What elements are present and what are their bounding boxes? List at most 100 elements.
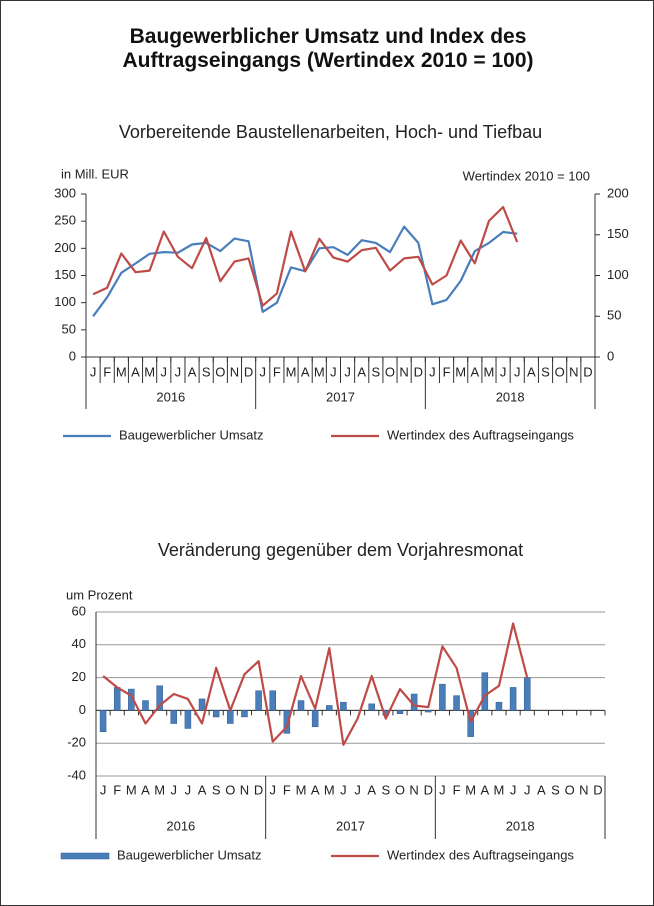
bar — [297, 700, 305, 711]
x-tick-label: M — [494, 782, 505, 797]
x-tick-label: D — [424, 782, 433, 797]
bar — [241, 710, 248, 718]
x-tick-label: O — [215, 364, 225, 379]
bar — [453, 695, 460, 711]
x-tick-label: N — [399, 364, 408, 379]
bar — [283, 710, 291, 734]
bar — [467, 710, 474, 737]
x-tick-label: D — [583, 364, 592, 379]
bar — [481, 672, 489, 711]
x-tick-label: J — [175, 364, 182, 379]
x-tick-label: J — [340, 782, 347, 797]
legend-swatch — [60, 852, 110, 860]
x-tick-label: F — [453, 782, 461, 797]
x-tick-label: M — [286, 364, 297, 379]
bar — [99, 710, 107, 732]
x-tick-label: F — [283, 782, 291, 797]
x-tick-label: A — [470, 364, 479, 379]
y-axis-label: um Prozent — [66, 587, 133, 602]
y2-tick-label: 100 — [607, 267, 629, 282]
x-tick-label: J — [524, 782, 531, 797]
y-tick-label: 150 — [54, 267, 76, 282]
page-title: Baugewerblicher Umsatz und Index des Auf… — [122, 25, 534, 72]
x-tick-label: J — [429, 364, 436, 379]
y2-tick-label: 150 — [607, 226, 629, 241]
x-tick-label: J — [161, 364, 168, 379]
legend-label: Baugewerblicher Umsatz — [117, 847, 262, 862]
bar — [142, 700, 149, 711]
x-tick-label: J — [185, 782, 192, 797]
x-tick-label: J — [354, 782, 361, 797]
x-group-label: 2018 — [506, 818, 535, 833]
bar — [340, 701, 347, 711]
bar — [212, 710, 220, 718]
x-tick-label: J — [330, 364, 337, 379]
x-tick-label: M — [296, 782, 307, 797]
bar — [495, 701, 503, 711]
x-group-label: 2018 — [496, 389, 525, 404]
legend-label: Wertindex des Auftragseingangs — [387, 427, 574, 442]
x-tick-label: M — [455, 364, 466, 379]
x-tick-label: A — [188, 364, 197, 379]
y2-tick-label: 0 — [607, 348, 614, 363]
x-tick-label: F — [443, 364, 451, 379]
x-tick-label: M — [116, 364, 127, 379]
x-tick-label: A — [198, 782, 207, 797]
bar — [170, 710, 178, 724]
y-tick-label: -40 — [67, 767, 86, 782]
x-group-label: 2017 — [326, 389, 355, 404]
x-tick-label: J — [171, 782, 178, 797]
x-tick-label: A — [537, 782, 546, 797]
x-tick-label: N — [569, 364, 578, 379]
y2-tick-label: 50 — [607, 308, 621, 323]
x-tick-label: S — [202, 364, 211, 379]
bar — [425, 710, 432, 713]
y-tick-label: 100 — [54, 294, 76, 309]
line — [102, 622, 529, 746]
x-tick-label: D — [244, 364, 253, 379]
y-tick-label: 200 — [54, 240, 76, 255]
x-tick-label: J — [500, 364, 507, 379]
y-tick-label: 250 — [54, 213, 76, 228]
y-tick-label: 60 — [72, 603, 86, 618]
bar — [113, 687, 121, 711]
legend-label: Baugewerblicher Umsatz — [119, 427, 264, 442]
x-tick-label: J — [100, 782, 107, 797]
x-tick-label: M — [324, 782, 335, 797]
x-tick-label: M — [144, 364, 155, 379]
bar — [326, 705, 333, 711]
x-tick-label: S — [551, 782, 560, 797]
x-tick-label: A — [527, 364, 536, 379]
x-tick-label: N — [409, 782, 418, 797]
x-tick-label: J — [344, 364, 351, 379]
y-axis-label: in Mill. EUR — [61, 166, 129, 181]
chart-title: Veränderung gegenüber dem Vorjahresmonat — [158, 540, 523, 560]
x-tick-label: A — [367, 782, 376, 797]
bar — [198, 698, 206, 711]
x-tick-label: D — [254, 782, 263, 797]
x-tick-label: J — [259, 364, 266, 379]
x-tick-label: M — [484, 364, 495, 379]
y2-tick-label: 200 — [607, 185, 629, 200]
y-tick-label: 50 — [62, 321, 76, 336]
x-tick-label: A — [357, 364, 366, 379]
chart-title: Vorbereitende Baustellenarbeiten, Hoch- … — [119, 122, 542, 142]
x-tick-label: M — [126, 782, 137, 797]
line — [92, 205, 519, 307]
x-tick-label: O — [385, 364, 395, 379]
y-tick-label: -20 — [67, 735, 86, 750]
bar — [509, 687, 517, 711]
x-tick-label: A — [141, 782, 150, 797]
x-tick-label: A — [131, 364, 140, 379]
x-tick-label: O — [225, 782, 235, 797]
legend-label: Wertindex des Auftragseingangs — [387, 847, 574, 862]
x-tick-label: N — [230, 364, 239, 379]
x-tick-label: D — [593, 782, 602, 797]
y-tick-label: 20 — [72, 669, 86, 684]
x-tick-label: O — [395, 782, 405, 797]
x-tick-label: A — [311, 782, 320, 797]
x-group-label: 2017 — [336, 818, 365, 833]
x-group-label: 2016 — [166, 818, 195, 833]
x-tick-label: A — [480, 782, 489, 797]
